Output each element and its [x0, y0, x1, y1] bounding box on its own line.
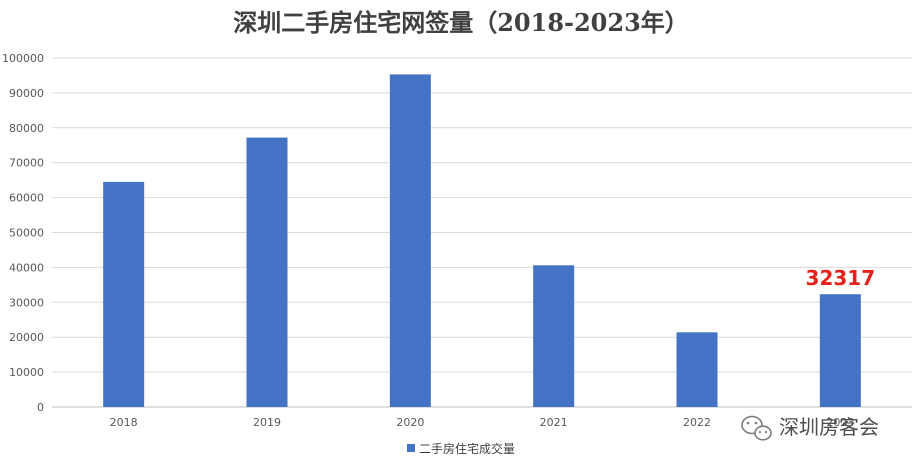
- y-tick-label: 40000: [9, 261, 44, 274]
- x-tick-label: 2021: [540, 416, 568, 429]
- bar-2019: [246, 137, 288, 407]
- y-tick-label: 70000: [9, 157, 44, 170]
- chart-title: 深圳二手房住宅网签量（2018-2023年）: [233, 8, 689, 37]
- bar-2021: [533, 265, 575, 407]
- y-tick-label: 90000: [9, 87, 44, 100]
- x-tick-label: 2023: [826, 416, 854, 429]
- y-tick-label: 10000: [9, 366, 44, 379]
- bar-2020: [389, 74, 431, 407]
- x-tick-label: 2019: [253, 416, 281, 429]
- watermark-text: 深圳房客会: [779, 415, 879, 439]
- bars: [103, 74, 861, 407]
- legend-swatch: [407, 444, 415, 452]
- bar-2018: [103, 181, 145, 407]
- legend: 二手房住宅成交量: [407, 441, 515, 456]
- annotations: 32317: [806, 266, 876, 290]
- y-axis-ticks: 0 10000 20000 30000 40000 50000 60000 70000 8000…: [2, 52, 44, 414]
- data-label-2023: 32317: [806, 266, 876, 290]
- gridlines: [52, 57, 912, 408]
- bar-2022: [676, 332, 718, 407]
- bar-2023: [819, 294, 861, 407]
- y-tick-label: 100000: [2, 52, 44, 65]
- y-tick-label: 20000: [9, 331, 44, 344]
- x-tick-label: 2018: [110, 416, 138, 429]
- x-tick-label: 2022: [683, 416, 711, 429]
- y-tick-label: 60000: [9, 192, 44, 205]
- y-tick-label: 30000: [9, 296, 44, 309]
- y-tick-label: 0: [37, 401, 44, 414]
- watermark: 深圳房客会: [741, 415, 879, 441]
- x-tick-label: 2020: [396, 416, 424, 429]
- legend-label: 二手房住宅成交量: [419, 441, 515, 456]
- x-axis-ticks: 2018 2019 2020 2021 2022 2023: [110, 416, 855, 429]
- wechat-icon: [741, 415, 772, 441]
- y-tick-label: 80000: [9, 122, 44, 135]
- y-tick-label: 50000: [9, 227, 44, 240]
